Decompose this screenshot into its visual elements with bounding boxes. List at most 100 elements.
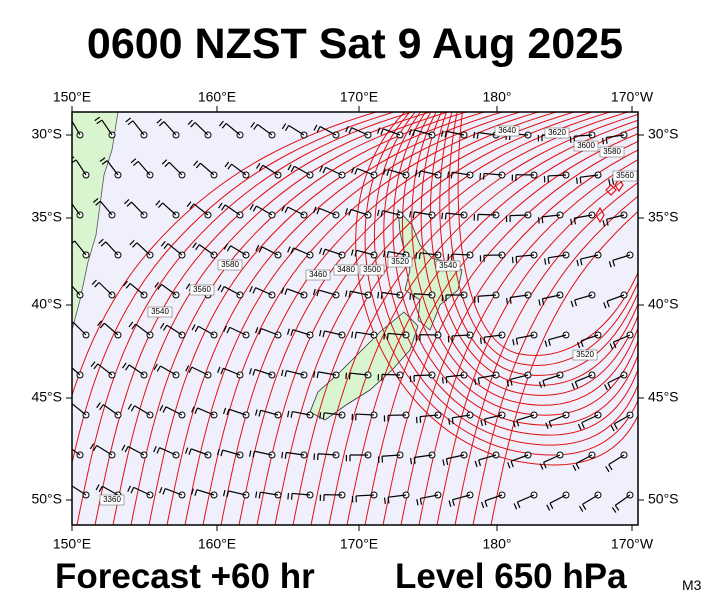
lon-label-bottom: 150°E: [53, 536, 91, 552]
wind-barb: [611, 494, 631, 513]
wind-barb: [280, 369, 305, 377]
wind-barb: [94, 116, 113, 136]
wind-barb: [319, 412, 343, 420]
wind-barb-station: [429, 532, 435, 538]
wind-barb-station: [301, 532, 307, 538]
forecast-label: Forecast +60 hr: [55, 557, 315, 596]
lon-label-top: 160°E: [198, 89, 236, 105]
wind-barb: [255, 491, 279, 499]
lon-label-bottom: 160°E: [198, 536, 236, 552]
wind-barb: [287, 492, 311, 500]
contour: [148, 112, 486, 525]
wind-barb: [602, 214, 625, 227]
wind-barb: [281, 205, 305, 216]
wind-barb: [95, 484, 119, 496]
wind-barb: [223, 243, 247, 256]
contour-label-box: [305, 269, 331, 281]
wind-barb: [184, 447, 209, 456]
wind-barb: [577, 414, 599, 431]
wind-barb: [604, 374, 625, 391]
wind-barb: [318, 330, 343, 338]
wind-barb: [474, 454, 497, 468]
contour-label-box: [573, 140, 599, 152]
wind-barb-station: [109, 532, 115, 538]
wind-barb-station: [269, 532, 275, 538]
wind-barb: [97, 320, 119, 336]
wind-barb: [577, 334, 599, 349]
wind-barb: [572, 454, 593, 471]
wind-barb: [351, 331, 375, 339]
contour-label: 3640: [498, 126, 516, 135]
wind-barb: [570, 294, 593, 308]
wind-barb: [153, 363, 177, 376]
wind-barb: [249, 203, 273, 216]
contour: [355, 112, 638, 466]
wind-barb: [382, 168, 407, 176]
contour-label: 3560: [616, 171, 634, 180]
wind-barb: [410, 454, 433, 465]
wind-barb-station: [397, 532, 403, 538]
wind-barb: [287, 164, 311, 176]
wind-barb: [319, 494, 343, 501]
wind-barb: [154, 528, 176, 535]
lat-label-right: 35°S: [648, 209, 679, 225]
wind-barb: [507, 454, 529, 469]
wind-barb: [409, 293, 433, 301]
wind-barb: [383, 494, 407, 504]
contour: [418, 159, 638, 525]
contour-label: 3460: [309, 270, 327, 279]
contour-label-box: [189, 284, 215, 296]
wind-barb: [511, 254, 535, 264]
wind-barb: [191, 324, 215, 336]
contour-label-box: [612, 170, 638, 182]
wind-barb: [545, 414, 567, 429]
wind-barb: [605, 454, 625, 473]
wind-barb: [255, 244, 279, 256]
wind-barb: [281, 451, 305, 459]
map-frame: [71, 111, 639, 526]
wind-barb: [480, 414, 503, 427]
wind-barb: [414, 170, 439, 178]
wind-barb: [287, 410, 311, 418]
wind-barb: [411, 535, 432, 546]
wind-barb: [185, 365, 209, 376]
wind-barb: [96, 402, 119, 416]
wind-barb: [319, 165, 343, 176]
wind-barb: [473, 294, 497, 303]
wind-barb: [217, 284, 241, 296]
wind-barb: [576, 254, 599, 267]
wind-barb: [351, 167, 375, 176]
wind-barb: [578, 494, 599, 512]
wind-barb: [154, 281, 177, 296]
contour-label-box: [99, 494, 125, 506]
wind-barb: [312, 288, 337, 297]
wind-barb: [448, 494, 471, 507]
wind-barb: [570, 214, 593, 226]
contour: [310, 113, 638, 525]
wind-barb: [543, 174, 567, 183]
wind-barb: [541, 535, 560, 551]
wind-barb: [345, 454, 368, 462]
wind-barb: [224, 161, 247, 176]
wind-barb: [441, 374, 465, 384]
wind-barb: [505, 214, 529, 223]
contour: [448, 112, 638, 366]
wind-barb: [98, 238, 119, 256]
contour-label-box: [599, 146, 625, 158]
wind-barb: [313, 124, 337, 136]
contour-label: 3560: [193, 285, 211, 294]
wind-barb: [159, 322, 183, 336]
wind-barb: [379, 535, 400, 545]
wind-barb: [250, 533, 272, 540]
contour-label: 3500: [363, 265, 381, 274]
wind-barb: [537, 214, 561, 224]
lon-label-top: 170°W: [611, 89, 654, 105]
lat-label-right: 50°S: [648, 491, 679, 507]
contour: [382, 140, 638, 525]
wind-barb: [415, 414, 439, 424]
wind-barb: [314, 535, 336, 542]
wind-barb: [121, 444, 145, 456]
wind-barb-station: [141, 532, 147, 538]
lon-label-top: 170°E: [340, 89, 378, 105]
wind-barb: [479, 254, 503, 262]
